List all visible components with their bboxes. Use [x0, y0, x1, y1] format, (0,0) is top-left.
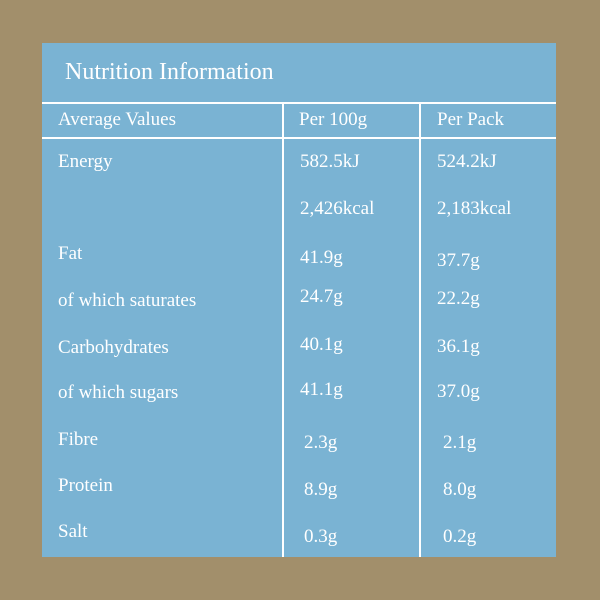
- cell-energy-kj-perpack: 524.2kJ: [437, 151, 497, 172]
- cell-salt-per100: 0.3g: [304, 526, 338, 547]
- cell-protein-perpack: 8.0g: [443, 479, 477, 500]
- title-divider: [42, 102, 556, 104]
- cell-carbohydrates-perpack: 36.1g: [437, 336, 480, 357]
- cell-saturates-per100: 24.7g: [300, 286, 343, 307]
- cell-fibre-perpack: 2.1g: [443, 432, 477, 453]
- column-divider-1: [282, 102, 284, 557]
- cell-energy-kcal-per100: 2,426kcal: [300, 198, 375, 219]
- cell-fat-per100: 41.9g: [300, 247, 343, 268]
- cell-energy-kcal-perpack: 2,183kcal: [437, 198, 512, 219]
- header-per-100g: Per 100g: [299, 109, 368, 130]
- row-label-protein: Protein: [58, 475, 113, 496]
- nutrition-title: Nutrition Information: [65, 59, 274, 85]
- row-label-saturates: of which saturates: [58, 290, 197, 311]
- cell-sugars-perpack: 37.0g: [437, 381, 480, 402]
- cell-carbohydrates-per100: 40.1g: [300, 334, 343, 355]
- cell-energy-kj-per100: 582.5kJ: [300, 151, 360, 172]
- nutrition-panel: Nutrition Information Average Values Per…: [42, 43, 556, 557]
- cell-sugars-per100: 41.1g: [300, 379, 343, 400]
- header-per-pack: Per Pack: [437, 109, 505, 130]
- cell-saturates-perpack: 22.2g: [437, 288, 480, 309]
- row-label-carbohydrates: Carbohydrates: [58, 337, 169, 358]
- column-divider-2: [419, 102, 421, 557]
- cell-salt-perpack: 0.2g: [443, 526, 477, 547]
- header-divider: [42, 137, 556, 139]
- header-average-values: Average Values: [58, 109, 176, 130]
- row-label-fat: Fat: [58, 243, 83, 264]
- cell-fibre-per100: 2.3g: [304, 432, 338, 453]
- row-label-sugars: of which sugars: [58, 382, 179, 403]
- row-label-fibre: Fibre: [58, 429, 99, 450]
- row-label-energy: Energy: [58, 151, 113, 172]
- row-label-salt: Salt: [58, 521, 88, 542]
- cell-fat-perpack: 37.7g: [437, 250, 480, 271]
- cell-protein-per100: 8.9g: [304, 479, 338, 500]
